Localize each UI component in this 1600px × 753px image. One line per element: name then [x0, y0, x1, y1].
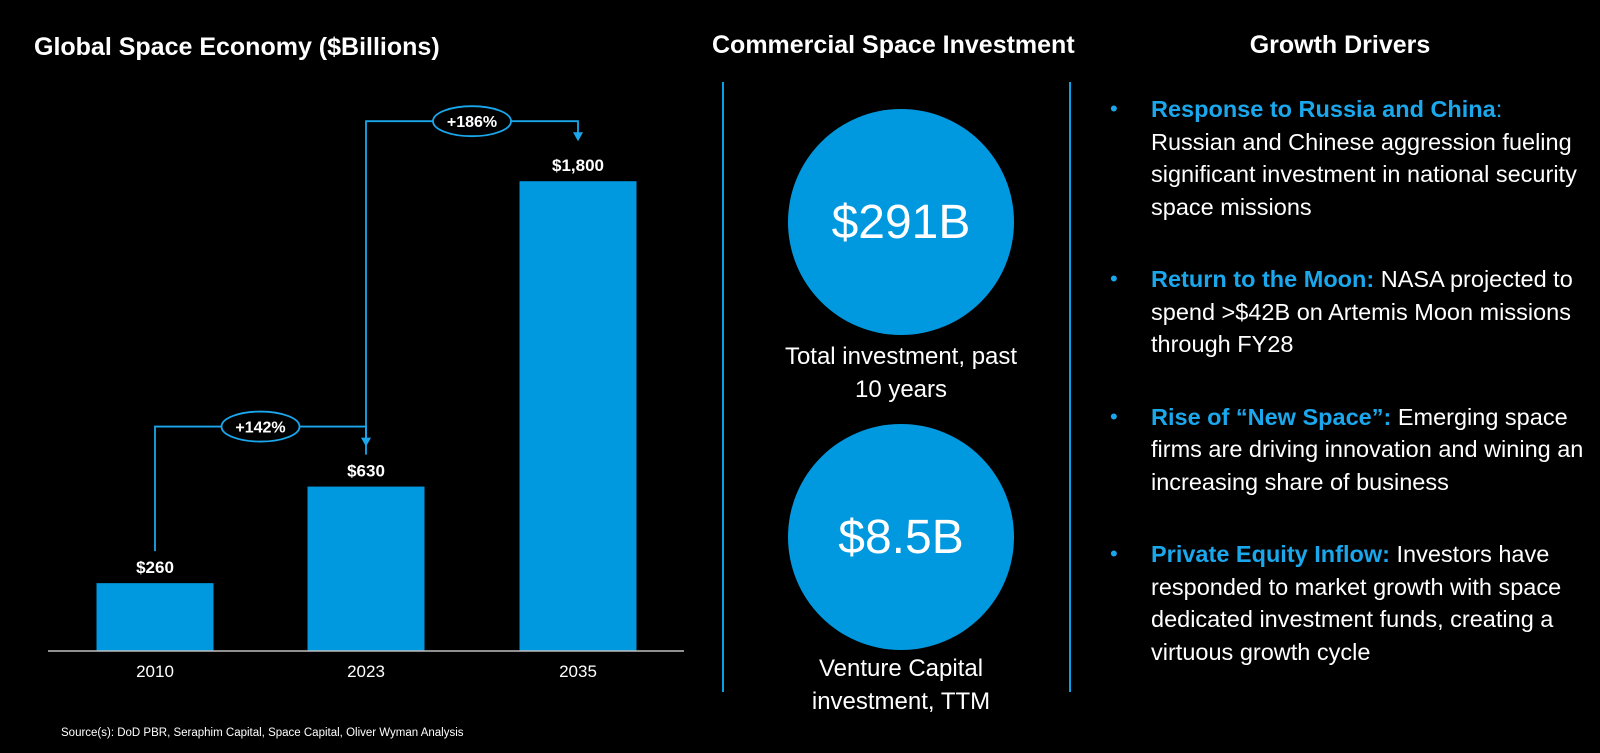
x-tick-label: 2023 — [347, 662, 385, 681]
venture-capital-value: $8.5B — [838, 510, 964, 564]
drivers-title: Growth Drivers — [1249, 31, 1431, 59]
driver-text: Russian and Chinese aggression fueling s… — [1151, 128, 1577, 220]
bullet-icon: • — [1110, 403, 1118, 429]
driver-colon: : — [1495, 96, 1503, 122]
driver-lead: Private Equity Inflow: — [1151, 541, 1390, 567]
bar — [307, 486, 425, 651]
growth-label: +186% — [447, 114, 497, 131]
bullet-icon: • — [1110, 266, 1118, 291]
column-divider — [722, 82, 724, 692]
growth-drivers-list: • Response to Russia and China: Russian … — [1110, 93, 1590, 708]
bar — [519, 181, 637, 651]
bullet-icon: • — [1110, 541, 1118, 566]
driver-lead: Rise of “New Space”: — [1151, 403, 1392, 430]
bullet-icon: • — [1110, 96, 1118, 121]
total-investment-caption: Total investment, past 10 years — [751, 340, 1051, 406]
driver-text: Investors have responded to market growt… — [1151, 541, 1562, 665]
arrow-head-icon — [573, 132, 583, 142]
chart-title: Global Space Economy ($Billions) — [34, 33, 440, 61]
data-label: $260 — [136, 558, 174, 577]
bar — [96, 583, 214, 651]
list-item: • Response to Russia and China: Russian … — [1110, 93, 1590, 223]
source-note: Source(s): DoD PBR, Seraphim Capital, Sp… — [61, 727, 464, 739]
growth-badge — [432, 105, 512, 138]
data-label: $630 — [347, 462, 385, 481]
venture-capital-caption: Venture Capital investment, TTM — [751, 652, 1051, 718]
total-investment-value: $291B — [831, 195, 971, 249]
bar-chart: $260 2010 $630 2023 $1,800 2035 +142% +186% — [48, 105, 684, 681]
driver-lead: Response to Russia and China — [1151, 96, 1496, 122]
growth-label: +142% — [235, 420, 285, 437]
driver-text: Emerging space firms are driving innovat… — [1151, 403, 1584, 495]
driver-text: NASA projected to spend >$42B on Artemis… — [1151, 266, 1573, 357]
list-item: • Return to the Moon: NASA projected to … — [1110, 263, 1590, 361]
venture-capital-circle: $8.5B — [788, 424, 1014, 650]
list-item: • Rise of “New Space”: Emerging space fi… — [1110, 401, 1590, 499]
caption-line: Venture Capital — [818, 655, 984, 682]
caption-line: 10 years — [854, 376, 948, 403]
x-tick-label: 2010 — [136, 662, 174, 681]
growth-badge — [220, 410, 301, 443]
driver-lead: Return to the Moon: — [1151, 266, 1375, 292]
x-tick-label: 2035 — [559, 662, 597, 681]
investment-title: Commercial Space Investment — [712, 31, 1075, 59]
list-item: • Private Equity Inflow: Investors have … — [1110, 538, 1590, 668]
data-label: $1,800 — [552, 156, 604, 175]
caption-line: Total investment, past — [784, 343, 1018, 370]
total-investment-circle: $291B — [788, 109, 1014, 335]
caption-line: investment, TTM — [811, 688, 991, 715]
column-divider — [1069, 82, 1071, 692]
